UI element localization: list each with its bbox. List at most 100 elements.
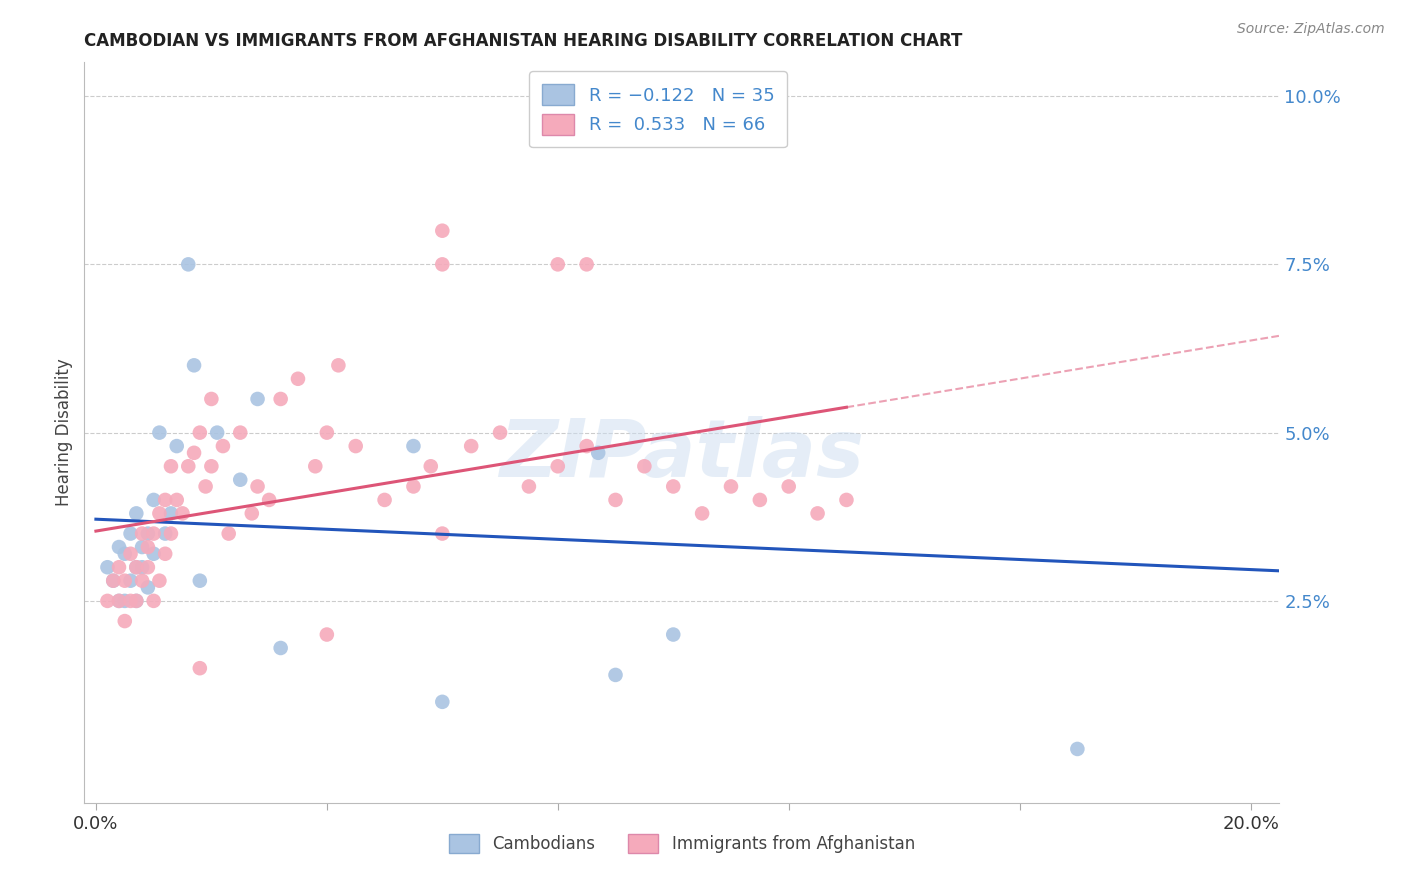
Point (120, 526, 142, 541)
Point (257, 492, 280, 507)
Point (200, 392, 222, 406)
Point (432, 695, 454, 709)
Point (246, 392, 269, 406)
Point (136, 560, 159, 574)
Point (120, 574, 142, 588)
Point (547, 257, 569, 271)
Point (125, 594, 148, 608)
Point (183, 359, 205, 373)
Point (125, 560, 148, 574)
Point (194, 479, 217, 493)
Point (806, 507, 828, 521)
Point (229, 425, 252, 440)
Point (136, 581, 159, 595)
Point (605, 492, 627, 507)
Point (153, 547, 176, 561)
Point (172, 507, 194, 521)
Point (125, 507, 148, 521)
Point (328, 359, 350, 373)
Point (177, 459, 200, 474)
Point (125, 560, 148, 574)
Point (103, 574, 125, 588)
Point (315, 425, 337, 440)
Point (142, 594, 165, 608)
Point (142, 492, 165, 507)
Point (432, 526, 454, 541)
Point (125, 594, 148, 608)
Point (148, 574, 170, 588)
Point (160, 459, 183, 474)
Text: CAMBODIAN VS IMMIGRANTS FROM AFGHANISTAN HEARING DISABILITY CORRELATION CHART: CAMBODIAN VS IMMIGRANTS FROM AFGHANISTAN… (84, 32, 963, 50)
Point (432, 224, 454, 238)
Point (460, 439, 482, 453)
Point (517, 479, 540, 493)
Point (240, 507, 263, 521)
Text: Source: ZipAtlas.com: Source: ZipAtlas.com (1237, 22, 1385, 37)
Point (374, 492, 396, 507)
Point (315, 627, 337, 641)
Legend: Cambodians, Immigrants from Afghanistan: Cambodians, Immigrants from Afghanistan (440, 825, 924, 861)
Point (142, 547, 165, 561)
Point (419, 459, 441, 474)
Point (114, 614, 136, 628)
Point (212, 439, 235, 453)
Point (662, 627, 685, 641)
Point (114, 547, 136, 561)
Point (160, 526, 183, 541)
Point (131, 526, 153, 541)
Point (120, 594, 142, 608)
Point (200, 459, 222, 474)
Point (131, 540, 153, 554)
Point (205, 425, 228, 440)
Point (344, 439, 367, 453)
Point (229, 473, 252, 487)
Point (108, 594, 131, 608)
Point (547, 459, 569, 474)
Point (160, 507, 183, 521)
Point (108, 594, 131, 608)
Point (270, 392, 292, 406)
Point (748, 492, 770, 507)
Point (402, 439, 425, 453)
Point (136, 526, 159, 541)
Point (136, 540, 159, 554)
Point (432, 257, 454, 271)
Point (690, 507, 713, 521)
Text: ZIPatlas: ZIPatlas (499, 416, 865, 494)
Point (720, 479, 742, 493)
Point (489, 425, 512, 440)
Point (177, 257, 200, 271)
Point (166, 439, 188, 453)
Point (402, 479, 425, 493)
Point (304, 459, 326, 474)
Point (114, 574, 136, 588)
Point (633, 459, 655, 474)
Point (114, 594, 136, 608)
Point (218, 526, 240, 541)
Point (131, 574, 153, 588)
Point (778, 479, 800, 493)
Point (96, 594, 118, 608)
Point (1066, 742, 1088, 756)
Point (153, 526, 176, 541)
Point (188, 661, 211, 675)
Point (575, 257, 598, 271)
Y-axis label: Hearing Disability: Hearing Disability (55, 359, 73, 507)
Point (103, 574, 125, 588)
Point (120, 547, 142, 561)
Point (188, 574, 211, 588)
Point (166, 492, 188, 507)
Point (153, 492, 176, 507)
Point (188, 425, 211, 440)
Point (131, 560, 153, 574)
Point (96, 560, 118, 574)
Point (108, 540, 131, 554)
Point (108, 560, 131, 574)
Point (183, 446, 205, 460)
Point (246, 479, 269, 493)
Point (662, 479, 685, 493)
Point (835, 492, 858, 507)
Point (605, 668, 627, 682)
Point (148, 507, 170, 521)
Point (586, 446, 609, 460)
